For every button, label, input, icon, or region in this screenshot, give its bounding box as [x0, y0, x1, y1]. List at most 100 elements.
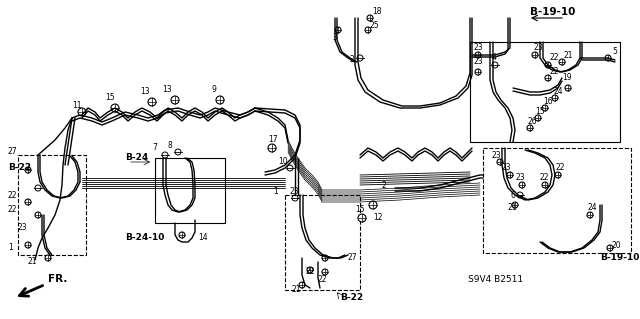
Bar	[285, 195, 360, 290]
Text: 22: 22	[305, 268, 314, 277]
Text: 21: 21	[508, 204, 518, 212]
Text: 23: 23	[515, 174, 525, 182]
Text: 23: 23	[473, 43, 483, 53]
Circle shape	[587, 212, 593, 218]
Text: 8: 8	[168, 140, 173, 150]
Circle shape	[475, 52, 481, 58]
Circle shape	[179, 232, 185, 238]
Circle shape	[35, 212, 41, 218]
Circle shape	[605, 55, 611, 61]
Circle shape	[542, 105, 548, 111]
Circle shape	[555, 172, 561, 178]
Circle shape	[25, 167, 31, 173]
Text: 22: 22	[318, 276, 328, 285]
Text: B-22: B-22	[340, 293, 363, 302]
Text: 24: 24	[588, 204, 598, 212]
Text: 25: 25	[370, 20, 380, 29]
Text: 4: 4	[492, 54, 497, 63]
Circle shape	[512, 202, 518, 208]
Text: 22: 22	[555, 164, 564, 173]
Circle shape	[475, 69, 481, 75]
Circle shape	[532, 52, 538, 58]
Text: 13: 13	[162, 85, 172, 94]
Circle shape	[299, 282, 305, 288]
Bar	[470, 42, 620, 142]
Text: 17: 17	[268, 136, 278, 145]
Text: 19: 19	[562, 73, 572, 83]
Text: 21: 21	[28, 257, 38, 266]
Circle shape	[565, 85, 571, 91]
Circle shape	[607, 245, 613, 251]
Text: 21: 21	[292, 286, 301, 294]
Text: 22: 22	[550, 68, 559, 77]
Circle shape	[497, 159, 503, 165]
Circle shape	[545, 62, 551, 68]
Circle shape	[322, 255, 328, 261]
Circle shape	[78, 108, 86, 116]
Circle shape	[216, 96, 224, 104]
Text: 1: 1	[8, 243, 13, 253]
Text: 23: 23	[18, 224, 28, 233]
Text: 6: 6	[510, 190, 515, 199]
Text: B-19-10: B-19-10	[530, 7, 575, 17]
Text: 2: 2	[382, 181, 387, 189]
Text: 23: 23	[290, 188, 300, 197]
Text: B-24-10: B-24-10	[125, 234, 164, 242]
Circle shape	[358, 214, 366, 222]
Text: B-22: B-22	[8, 164, 31, 173]
Circle shape	[335, 27, 341, 33]
Text: 10: 10	[278, 158, 287, 167]
Text: 15: 15	[355, 205, 365, 214]
Circle shape	[369, 201, 377, 209]
Text: S9V4 B2511: S9V4 B2511	[468, 276, 523, 285]
Text: 23: 23	[533, 43, 543, 53]
Bar	[483, 148, 631, 253]
Text: 11: 11	[72, 100, 81, 109]
Circle shape	[559, 59, 565, 65]
Text: 23: 23	[473, 57, 483, 66]
Circle shape	[25, 199, 31, 205]
Circle shape	[507, 172, 513, 178]
Text: 22: 22	[8, 205, 17, 214]
Text: 22: 22	[550, 54, 559, 63]
Text: 2: 2	[350, 56, 355, 64]
Circle shape	[148, 98, 156, 106]
Circle shape	[25, 242, 31, 248]
Circle shape	[367, 15, 373, 21]
Text: 5: 5	[612, 48, 617, 56]
Circle shape	[307, 267, 313, 273]
Text: 15: 15	[105, 93, 115, 102]
Text: 18: 18	[372, 8, 381, 17]
Circle shape	[171, 96, 179, 104]
Text: 14: 14	[198, 234, 207, 242]
Circle shape	[111, 104, 119, 112]
Circle shape	[545, 75, 551, 81]
Circle shape	[552, 95, 558, 101]
Circle shape	[535, 115, 541, 121]
Text: 20: 20	[612, 241, 621, 249]
Text: 23: 23	[502, 164, 511, 173]
Circle shape	[527, 125, 533, 131]
Text: 27: 27	[8, 147, 18, 157]
Text: 7: 7	[152, 144, 157, 152]
Circle shape	[365, 27, 371, 33]
Circle shape	[322, 269, 328, 275]
Text: 3: 3	[332, 33, 337, 42]
Text: 23: 23	[492, 151, 502, 160]
Text: 22: 22	[8, 190, 17, 199]
Circle shape	[45, 255, 51, 261]
Circle shape	[268, 144, 276, 152]
Text: 15: 15	[535, 108, 545, 116]
Circle shape	[519, 182, 525, 188]
Text: 27: 27	[348, 254, 358, 263]
Bar	[18, 155, 86, 255]
Text: 22: 22	[540, 174, 550, 182]
Text: 21: 21	[563, 50, 573, 60]
Text: 12: 12	[373, 213, 383, 222]
Text: 24: 24	[553, 87, 563, 97]
Text: FR.: FR.	[19, 274, 67, 296]
Text: 13: 13	[140, 87, 150, 97]
Text: B-24: B-24	[125, 153, 148, 162]
Text: 16: 16	[543, 98, 552, 107]
Text: 9: 9	[212, 85, 217, 94]
